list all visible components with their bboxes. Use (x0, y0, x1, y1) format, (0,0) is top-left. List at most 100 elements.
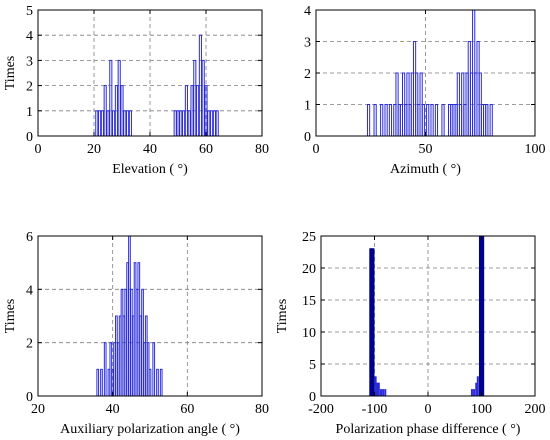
aux-angle-x-axis-label: Auxiliary polarization angle ( °) (60, 422, 240, 437)
phase-diff-bar (475, 382, 478, 397)
azimuth-ticks: 0 50 100 0 1 2 3 4 (304, 4, 546, 157)
elevation-bar (112, 110, 116, 137)
phase-diff-bar (377, 382, 380, 397)
panel-auxiliary-polarization-angle: 20 40 60 80 0 2 4 6 Auxiliary polarization angl… (3, 230, 269, 437)
elevation-x-tick-label: 0 (35, 142, 42, 157)
aux-angle-y-tick-label: 6 (26, 230, 33, 245)
elevation-bar (126, 110, 130, 137)
aux-angle-bar (103, 342, 107, 397)
phase-diff-bar (482, 235, 485, 397)
azimuth-x-tick-label: 0 (313, 142, 320, 157)
phase-diff-bar (382, 389, 385, 397)
elevation-y-tick-label: 5 (26, 4, 33, 19)
elevation-bar (210, 110, 214, 137)
azimuth-bar (421, 104, 425, 137)
azimuth-bar (384, 104, 388, 137)
phase-diff-y-tick-label: 25 (302, 230, 316, 245)
elevation-bar (123, 110, 127, 137)
elevation-bar (98, 110, 102, 137)
azimuth-bar (434, 104, 439, 137)
azimuth-y-tick-label: 0 (304, 130, 311, 145)
phase-diff-bar (379, 389, 382, 397)
phase-diff-bar (476, 376, 479, 397)
phase-diff-bar (473, 389, 476, 397)
elevation-bar (187, 110, 191, 137)
aux-angle-grid (38, 236, 262, 396)
aux-angle-bar (159, 368, 163, 397)
elevation-bar (95, 110, 99, 137)
azimuth-y-tick-label: 4 (304, 4, 311, 19)
azimuth-x-tick-label: 100 (525, 142, 546, 157)
elevation-bar (179, 110, 183, 137)
azimuth-bar (430, 104, 434, 137)
phase-diff-x-tick-label: 0 (425, 402, 432, 417)
elevation-bar (176, 110, 180, 137)
elevation-grid (38, 10, 262, 136)
phase-diff-bar (374, 376, 377, 397)
phase-diff-bar (384, 389, 387, 397)
azimuth-y-tick-label: 3 (304, 36, 311, 51)
elevation-bar (201, 59, 205, 137)
aux-angle-y-axis-label: Times (3, 299, 18, 334)
aux-angle-ticks: 20 40 60 80 0 2 4 6 (26, 230, 269, 417)
elevation-ticks: 0 20 40 60 80 0 1 2 3 4 5 (26, 4, 269, 157)
panel-polarization-phase-difference: -200 -100 0 100 200 0 5 10 15 20 25 Polarization p… (275, 230, 546, 437)
phase-diff-y-tick-label: 0 (309, 390, 316, 405)
phase-diff-x-tick-label: -100 (362, 402, 388, 417)
panel-azimuth: 0 50 100 0 1 2 3 4 Azimuth ( °) (304, 4, 546, 177)
elevation-bar (215, 110, 219, 137)
azimuth-bar (373, 104, 377, 137)
elevation-x-tick-label: 40 (143, 142, 157, 157)
azimuth-bar (426, 104, 430, 137)
aux-angle-x-tick-label: 20 (31, 402, 45, 417)
azimuth-x-tick-label: 50 (419, 142, 433, 157)
azimuth-bar (366, 104, 371, 137)
phase-diff-y-tick-label: 5 (309, 358, 316, 373)
azimuth-bar (380, 104, 384, 137)
azimuth-y-tick-label: 2 (304, 67, 311, 82)
phase-diff-y-tick-label: 20 (302, 262, 316, 277)
aux-angle-bar (152, 342, 156, 397)
azimuth-grid (316, 10, 535, 136)
phase-diff-x-tick-label: 100 (471, 402, 492, 417)
elevation-x-tick-label: 80 (255, 142, 269, 157)
phase-diff-x-tick-label: -200 (308, 402, 334, 417)
elevation-bar (117, 59, 121, 137)
aux-angle-bars (96, 235, 163, 397)
elevation-x-tick-label: 60 (199, 142, 213, 157)
aux-angle-x-tick-label: 80 (255, 402, 269, 417)
elevation-y-tick-label: 4 (26, 29, 33, 44)
aux-angle-bar (100, 368, 103, 397)
phase-diff-y-tick-label: 10 (302, 326, 316, 341)
elevation-x-axis-label: Elevation ( °) (112, 162, 188, 177)
elevation-bar (207, 110, 211, 137)
aux-angle-y-tick-label: 4 (26, 283, 33, 298)
elevation-bar (106, 110, 110, 137)
elevation-y-tick-label: 0 (26, 130, 33, 145)
aux-angle-y-tick-label: 2 (26, 337, 33, 352)
aux-angle-x-tick-label: 40 (106, 402, 120, 417)
elevation-bar (182, 110, 186, 137)
phase-diff-ticks: -200 -100 0 100 200 0 5 10 15 20 25 (302, 230, 546, 417)
aux-angle-bar (148, 368, 152, 397)
panel-elevation: 0 20 40 60 80 0 1 2 3 4 5 Elevation ( °) Times (3, 4, 269, 177)
phase-diff-grid (321, 236, 535, 396)
aux-angle-plot-frame (37, 235, 263, 397)
elevation-bar (196, 85, 200, 137)
azimuth-x-axis-label: Azimuth ( °) (390, 162, 461, 177)
phase-diff-bar (372, 248, 375, 397)
elevation-x-tick-label: 20 (87, 142, 101, 157)
aux-angle-x-tick-label: 60 (180, 402, 194, 417)
phase-diff-x-axis-label: Polarization phase difference ( °) (336, 422, 521, 437)
phase-diff-y-tick-label: 15 (302, 294, 316, 309)
azimuth-bar (485, 104, 489, 137)
elevation-bar (193, 59, 197, 137)
phase-diff-bars (369, 235, 485, 397)
elevation-bar (173, 110, 177, 137)
phase-diff-bar (376, 382, 379, 397)
elevation-y-axis-label: Times (3, 56, 18, 91)
elevation-bar (103, 85, 107, 137)
phase-diff-x-tick-label: 200 (525, 402, 546, 417)
elevation-bar (128, 110, 132, 137)
